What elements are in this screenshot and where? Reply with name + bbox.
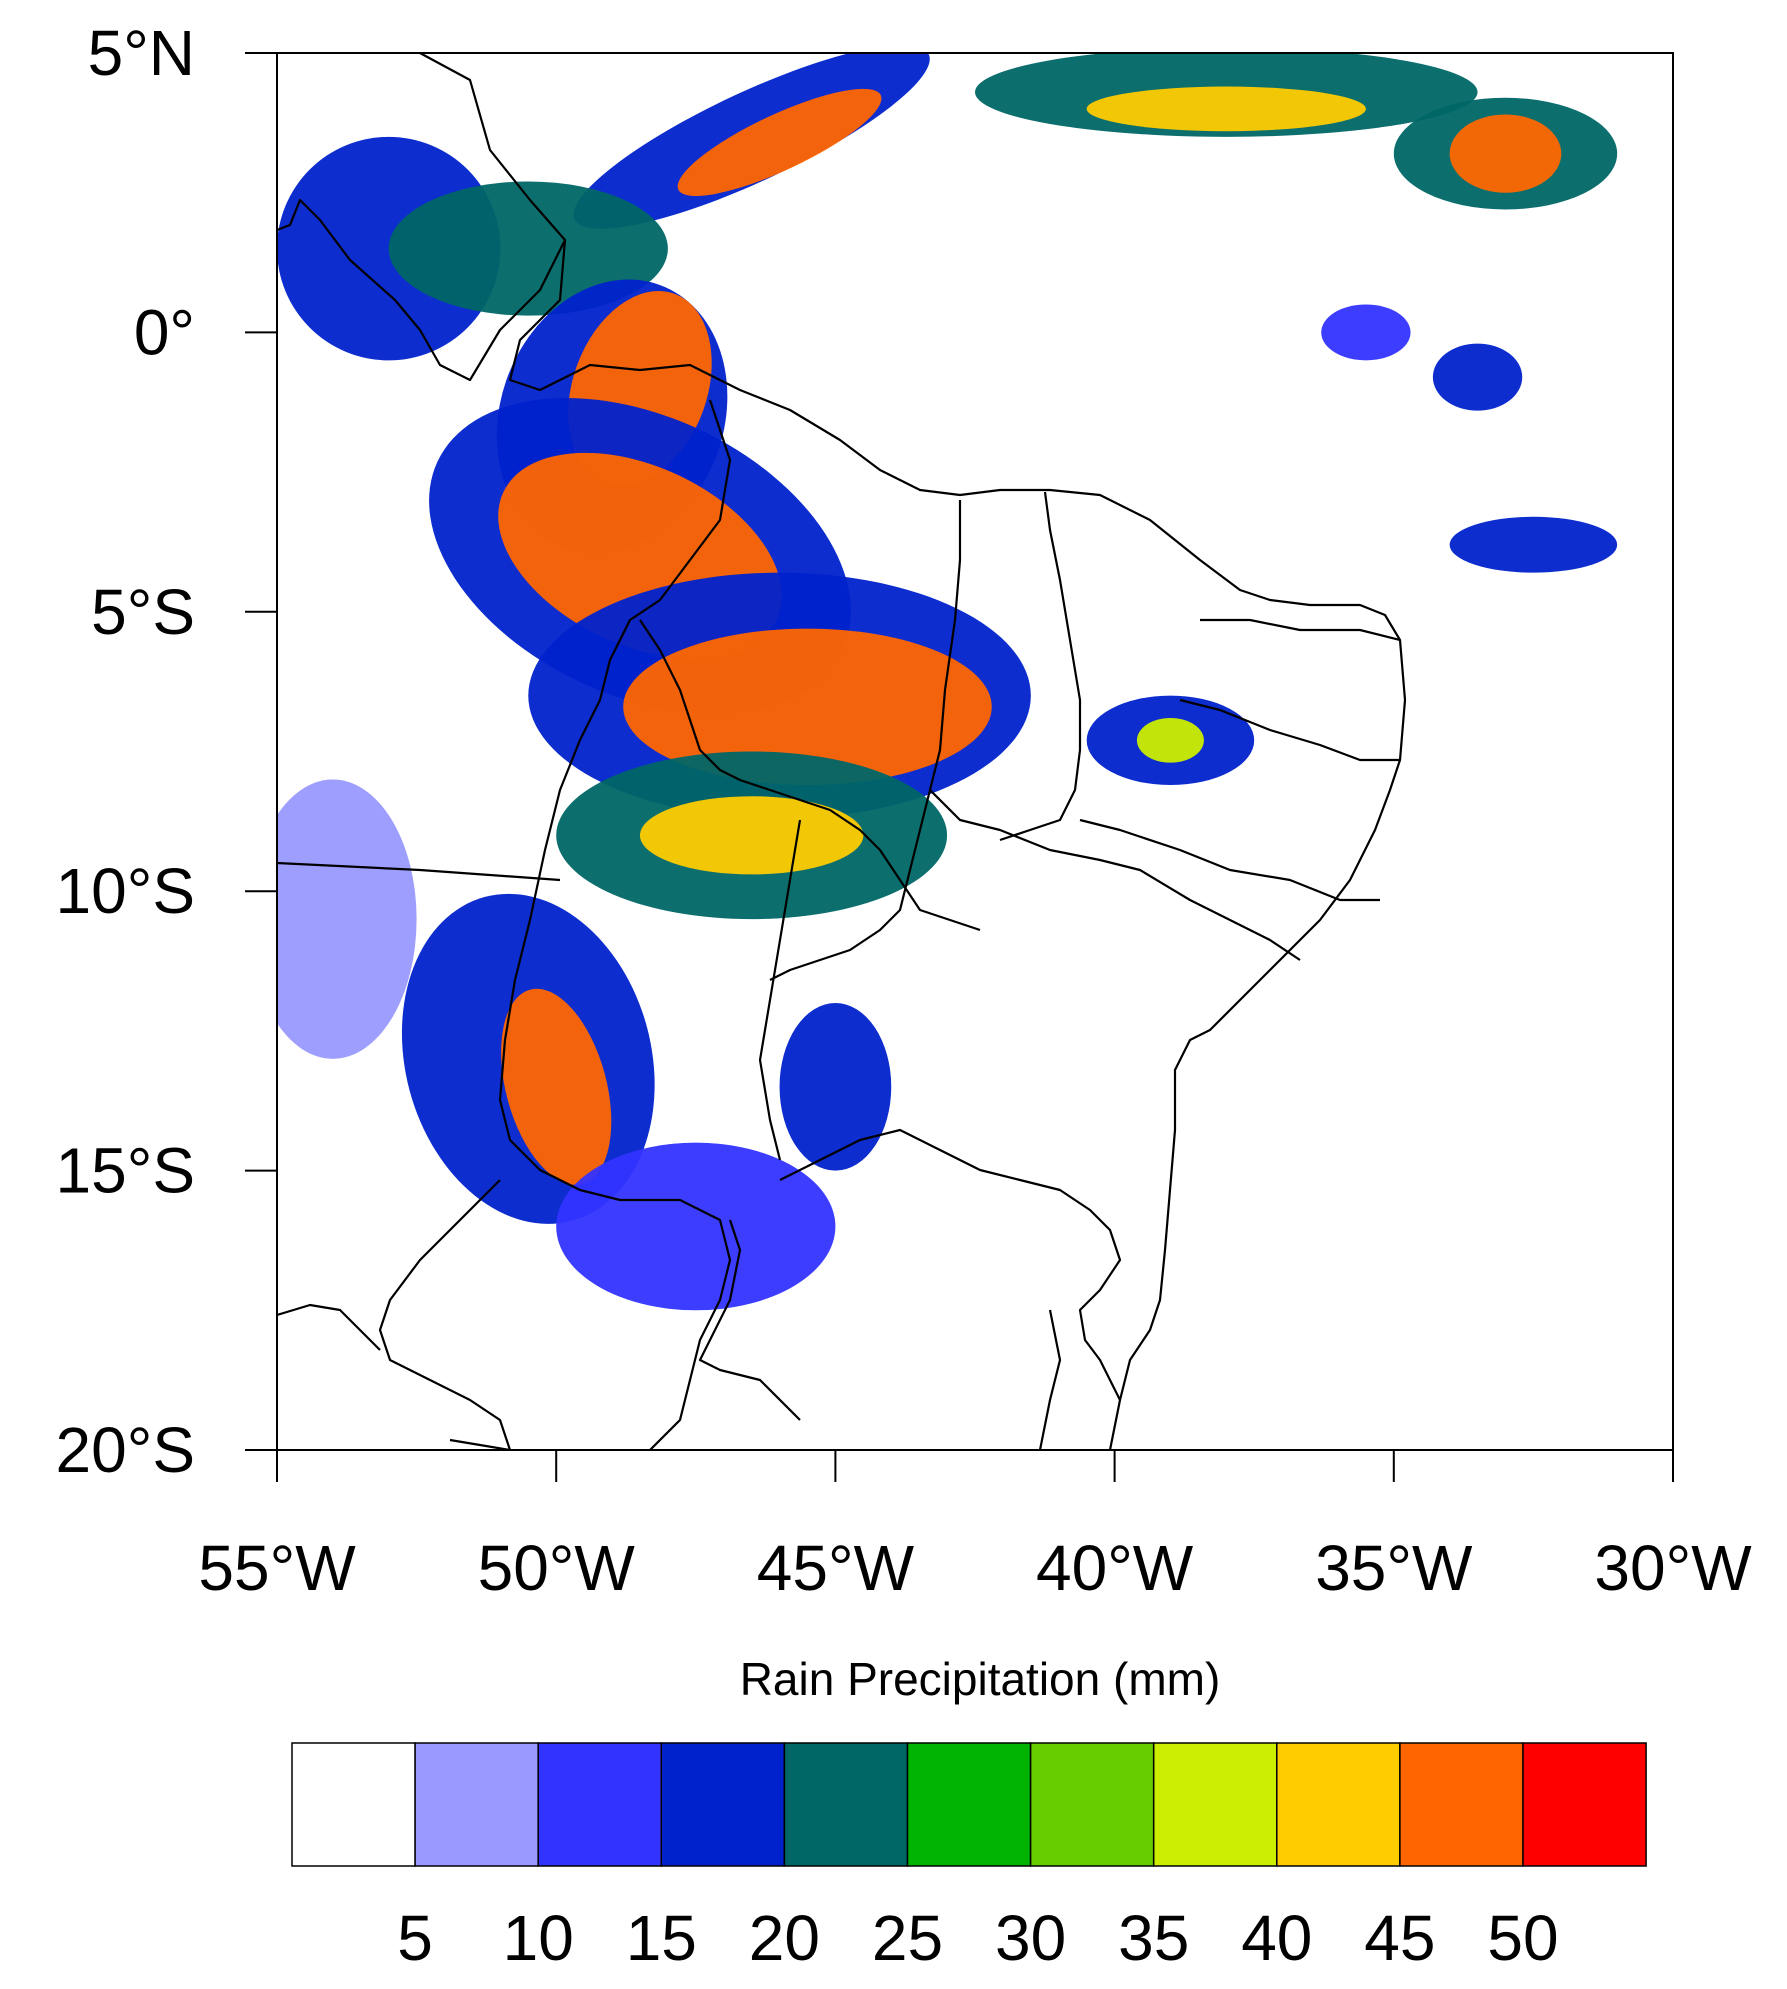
longitude-axis: 55°W 50°W 45°W 40°W 35°W 30°W bbox=[198, 1450, 1752, 1604]
colorbar-label-0: 5 bbox=[397, 1902, 433, 1974]
colorbar-label-9: 50 bbox=[1487, 1902, 1558, 1974]
state-border-piaui bbox=[769, 500, 962, 981]
state-border-minas bbox=[698, 1219, 801, 1421]
colorbar-label-2: 15 bbox=[626, 1902, 697, 1974]
precip-area-21 bbox=[1432, 343, 1523, 411]
precip-area-24 bbox=[779, 1002, 892, 1171]
colorbar-box-6 bbox=[1029, 1742, 1155, 1867]
colorbar-label-5: 30 bbox=[995, 1902, 1066, 1974]
state-border-ceara bbox=[999, 491, 1082, 842]
colorbar-label-8: 45 bbox=[1364, 1902, 1435, 1974]
precip-area-17 bbox=[501, 988, 612, 1185]
state-border-pe-al bbox=[1079, 818, 1380, 902]
state-border-south-west bbox=[277, 1303, 381, 1351]
colorbar-box-2 bbox=[537, 1742, 663, 1867]
state-border-bahia-west bbox=[758, 819, 802, 1161]
state-border-maranhao bbox=[639, 619, 981, 932]
state-border-mt-para bbox=[277, 861, 561, 882]
precip-area-15 bbox=[639, 796, 864, 875]
colorbar-box-9 bbox=[1399, 1742, 1524, 1867]
state-border-sw-bottom bbox=[449, 1438, 511, 1450]
state-border-tocantins bbox=[498, 399, 732, 1141]
lon-tick-label-1: 50°W bbox=[478, 1532, 636, 1604]
precip-area-25 bbox=[277, 779, 417, 1059]
precip-area-19 bbox=[1136, 717, 1204, 763]
colorbar: 5 10 15 20 25 30 35 40 45 50 bbox=[291, 1742, 1647, 1974]
lon-tick-label-3: 40°W bbox=[1036, 1532, 1194, 1604]
precip-area-3 bbox=[1086, 86, 1366, 132]
colorbar-label-6: 35 bbox=[1118, 1902, 1189, 1974]
precipitation-field bbox=[277, 53, 1618, 1311]
colorbar-box-0 bbox=[291, 1742, 416, 1867]
precip-area-20 bbox=[1321, 304, 1411, 361]
precip-area-13 bbox=[623, 628, 992, 786]
state-border-goias-east bbox=[509, 1139, 732, 1450]
lat-tick-label-3: 10°S bbox=[56, 855, 195, 927]
precip-area-7 bbox=[388, 181, 668, 316]
colorbar-label-7: 40 bbox=[1241, 1902, 1312, 1974]
precip-area-23 bbox=[556, 1142, 836, 1311]
lon-tick-label-5: 30°W bbox=[1594, 1532, 1752, 1604]
colorbar-box-10 bbox=[1522, 1742, 1647, 1867]
precip-area-1 bbox=[677, 88, 882, 196]
amazon-delta-coast bbox=[508, 239, 1407, 1450]
lon-tick-label-0: 55°W bbox=[198, 1532, 356, 1604]
precip-area-5 bbox=[1449, 114, 1562, 193]
precip-area-22 bbox=[1449, 516, 1618, 573]
lon-tick-label-2: 45°W bbox=[757, 1532, 915, 1604]
state-border-rn-pb bbox=[1200, 618, 1401, 642]
colorbar-label-3: 20 bbox=[749, 1902, 820, 1974]
colorbar-label-4: 25 bbox=[872, 1902, 943, 1974]
map-frame bbox=[276, 52, 1674, 1451]
state-border-minas-east bbox=[1038, 1309, 1062, 1450]
north-coastline bbox=[277, 53, 567, 382]
colorbar-title: Rain Precipitation (mm) bbox=[740, 1653, 1221, 1705]
latitude-axis: 5°N 0° 5°S 10°S 15°S 20°S bbox=[56, 17, 277, 1486]
colorbar-box-7 bbox=[1152, 1742, 1278, 1867]
state-border-goias bbox=[378, 1179, 512, 1450]
state-border-bahia-north bbox=[929, 789, 1301, 961]
lat-tick-label-2: 5°S bbox=[91, 576, 195, 648]
lat-tick-label-4: 15°S bbox=[56, 1135, 195, 1207]
lon-tick-label-4: 35°W bbox=[1315, 1532, 1473, 1604]
colorbar-label-1: 10 bbox=[503, 1902, 574, 1974]
colorbar-box-8 bbox=[1276, 1742, 1401, 1867]
colorbar-box-1 bbox=[414, 1742, 539, 1867]
lat-tick-label-0: 5°N bbox=[88, 17, 195, 89]
coastline-borders bbox=[277, 53, 1407, 1450]
lat-tick-label-5: 20°S bbox=[56, 1414, 195, 1486]
colorbar-box-4 bbox=[783, 1742, 909, 1867]
colorbar-box-3 bbox=[660, 1742, 786, 1867]
state-border-bahia-south bbox=[779, 1128, 1122, 1401]
state-border-pb-pe bbox=[1179, 698, 1400, 762]
lat-tick-label-1: 0° bbox=[134, 296, 195, 368]
colorbar-box-5 bbox=[906, 1742, 1032, 1867]
precip-area-6 bbox=[277, 136, 501, 361]
